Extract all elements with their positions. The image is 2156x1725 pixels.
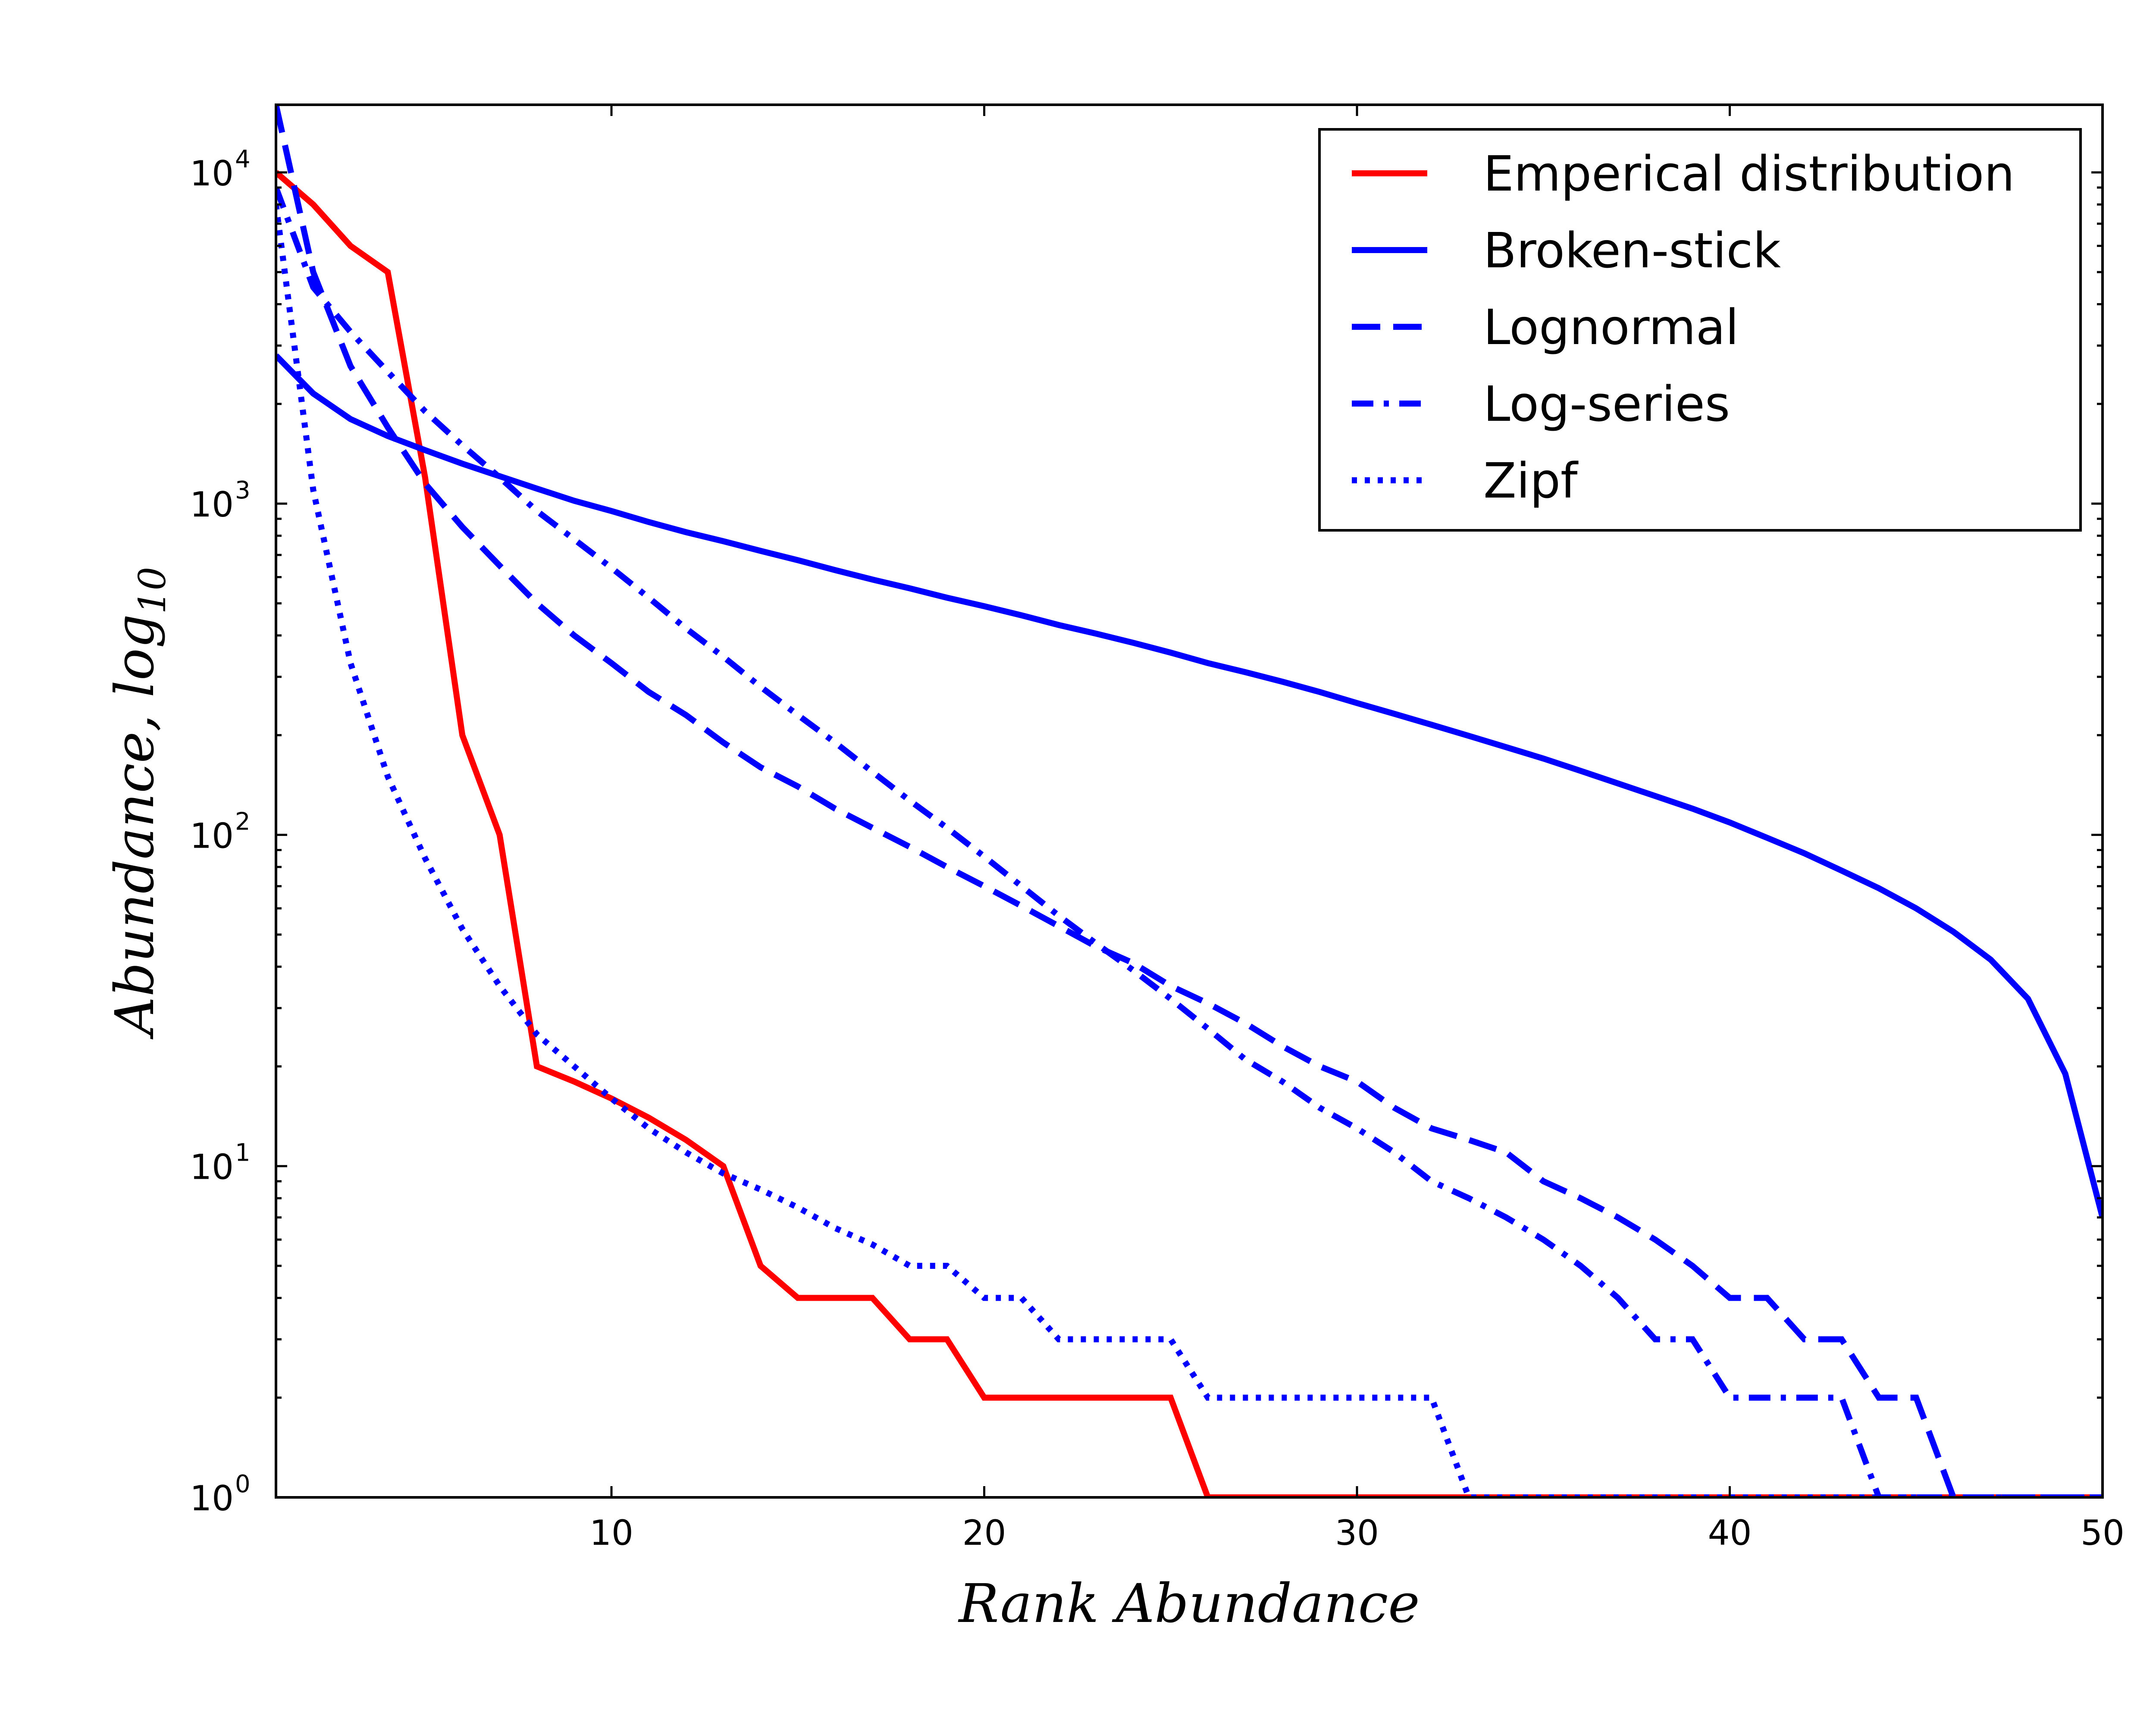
x-tick-label: 20: [962, 1513, 1006, 1553]
series-line-emperical-distribution: [276, 170, 2103, 1497]
x-axis-title: Rank Abundance: [958, 1573, 1420, 1635]
y-tick-label: 10: [190, 153, 234, 194]
legend-box: [1318, 128, 2082, 532]
legend-label-log-series: Log-series: [1483, 376, 1730, 432]
legend-label-emperical-distribution: Emperical distribution: [1483, 146, 2015, 202]
y-tick-label: 10: [190, 485, 234, 525]
y-tick-label-exponent: 1: [235, 1139, 251, 1167]
y-axis-title-main: Abundance,: [104, 698, 166, 1039]
y-axis-title-log: log: [104, 614, 166, 698]
y-tick-label: 10: [190, 816, 234, 856]
plot-frame: [275, 103, 2104, 1499]
legend-entries: Emperical distribution Broken-stick Lognor…: [1352, 146, 2015, 509]
y-axis-title-subscript: 10: [131, 567, 174, 614]
x-tick-label: 10: [589, 1513, 633, 1553]
y-tick-label-exponent: 4: [235, 145, 251, 173]
legend-label-zipf: Zipf: [1483, 453, 1579, 509]
tick-layer: [276, 105, 2104, 1499]
y-tick-label-exponent: 0: [235, 1470, 251, 1498]
series-line-log-series: [276, 186, 2103, 1497]
x-tick-label: 50: [2081, 1513, 2125, 1553]
series-layer: [276, 105, 2103, 1497]
series-line-broken-stick: [276, 353, 2103, 1218]
y-tick-label-exponent: 3: [235, 476, 251, 504]
y-tick-label: 10: [190, 1147, 234, 1187]
y-tick-label-exponent: 2: [235, 808, 251, 836]
y-axis-title: Abundance, log10: [104, 567, 174, 1040]
legend-label-broken-stick: Broken-stick: [1483, 223, 1781, 279]
series-line-lognormal: [276, 105, 2103, 1497]
x-tick-label: 40: [1708, 1513, 1752, 1553]
y-tick-label: 10: [190, 1478, 234, 1518]
legend-label-lognormal: Lognormal: [1483, 300, 1739, 356]
legend: Emperical distribution Broken-stick Lognor…: [1318, 128, 2082, 532]
x-tick-label: 30: [1335, 1513, 1379, 1553]
